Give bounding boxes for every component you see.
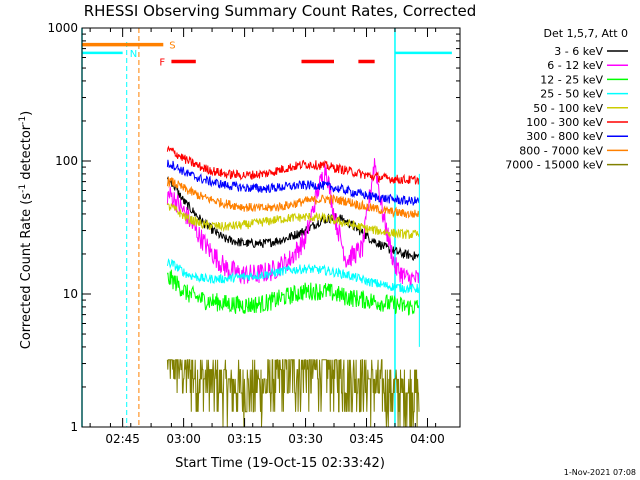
flare-flag-label: F <box>159 57 165 68</box>
legend-label: 7000 - 15000 keV <box>505 159 603 172</box>
series-line-1 <box>166 158 420 290</box>
legend-title: Det 1,5,7, Att 0 <box>544 27 628 40</box>
x-tick-label: 03:15 <box>227 432 262 446</box>
axes: 1 10 100 1000 02:45 03:00 03:15 03:30 03:45 04:00 <box>47 21 461 446</box>
y-axis-label: Corrected Count Rate (s-1 detector-1) <box>18 111 34 349</box>
y-tick-label: 10 <box>63 287 78 301</box>
chart-title: RHESSI Observing Summary Count Rates, Co… <box>84 2 477 20</box>
x-tick-label: 03:00 <box>166 432 201 446</box>
footer-date: 1-Nov-2021 07:08 <box>564 468 636 477</box>
legend-label: 100 - 300 keV <box>526 116 603 129</box>
legend-label: 3 - 6 keV <box>554 45 603 58</box>
legend-label: 12 - 25 keV <box>540 73 603 86</box>
x-tick-label: 03:45 <box>349 432 384 446</box>
y-tick-label: 1000 <box>47 21 78 35</box>
plot-area: S N F <box>81 28 461 428</box>
series-line-4 <box>166 202 420 239</box>
series-line-8 <box>166 359 420 428</box>
night-flag-label: N <box>130 49 137 60</box>
sun-flag-label: S <box>169 41 175 52</box>
x-tick-label: 03:30 <box>288 432 323 446</box>
legend-label: 6 - 12 keV <box>547 59 603 72</box>
legend-label: 25 - 50 keV <box>540 88 603 101</box>
legend-label: 50 - 100 keV <box>533 102 603 115</box>
series-line-6 <box>166 159 420 206</box>
plot-frame <box>81 27 461 428</box>
y-tick-label: 1 <box>70 420 78 434</box>
series-line-7 <box>166 177 420 219</box>
x-axis-label: Start Time (19-Oct-15 02:33:42) <box>175 456 385 471</box>
series-line-3 <box>166 258 420 294</box>
series-line-2 <box>166 269 420 316</box>
x-tick-label: 04:00 <box>410 432 445 446</box>
legend-label: 800 - 7000 keV <box>519 144 603 157</box>
y-tick-label: 100 <box>55 154 78 168</box>
series-line-5 <box>166 145 420 185</box>
x-tick-label: 02:45 <box>105 432 140 446</box>
legend-label: 300 - 800 keV <box>526 130 603 143</box>
